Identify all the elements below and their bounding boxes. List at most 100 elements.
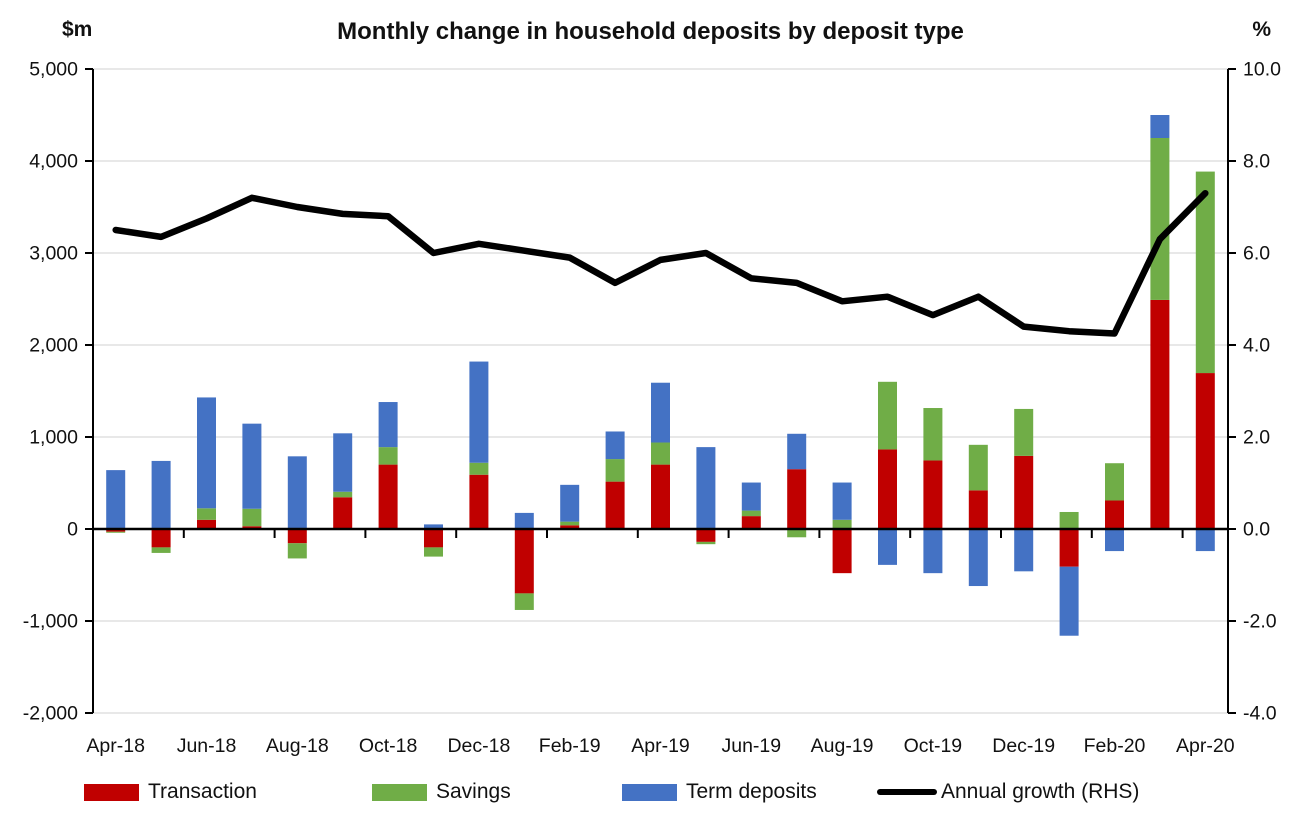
bar-segment — [741, 482, 761, 511]
bar-segment — [197, 397, 216, 509]
bar-segment — [878, 381, 897, 450]
x-axis-tick-label: Jun-18 — [177, 735, 237, 757]
bar-segment — [923, 529, 943, 574]
bar-segment — [696, 541, 716, 545]
bar-segment — [832, 519, 852, 529]
right-axis-tick-label: 0.0 — [1243, 519, 1270, 541]
savings-swatch-icon — [372, 783, 427, 801]
bar-segment — [1059, 566, 1079, 636]
legend-label-term-deposits: Term deposits — [686, 780, 817, 803]
x-axis-tick-label: Apr-19 — [631, 735, 690, 757]
bar-segment — [333, 497, 353, 529]
bar-segment — [1150, 115, 1170, 138]
bar-segment — [469, 361, 489, 463]
bar-segment — [1014, 455, 1034, 529]
x-axis-tick-label: Dec-18 — [447, 735, 510, 757]
bar-segment — [1059, 529, 1079, 567]
bar-segment — [106, 529, 126, 532]
bar-segment — [787, 469, 807, 529]
bar-segment — [1150, 299, 1170, 529]
bar-segment — [197, 508, 216, 520]
bar-segment — [1105, 463, 1124, 501]
bar-segment — [560, 484, 580, 522]
bar-segment — [878, 449, 897, 529]
x-axis-tick-label: Jun-19 — [721, 735, 781, 757]
left-axis-tick-label: 2,000 — [29, 335, 78, 357]
bar-segment — [333, 433, 353, 492]
bar-segment — [878, 529, 897, 565]
bar-segment — [469, 462, 489, 475]
bar-segment — [1105, 500, 1124, 529]
right-axis-tick-label: 2.0 — [1243, 427, 1270, 449]
bar-segment — [1014, 529, 1034, 572]
right-axis-unit-label: % — [1252, 18, 1271, 41]
bar-segment — [424, 524, 443, 529]
annual-growth-line — [112, 189, 1209, 337]
bar-segment — [832, 482, 852, 520]
bar-segment — [605, 459, 625, 482]
right-axis-tick-label: 4.0 — [1243, 335, 1270, 357]
left-axis-tick-label: 3,000 — [29, 243, 78, 265]
left-axis-tick-label: -1,000 — [23, 611, 78, 633]
bar-segment — [696, 529, 716, 542]
bar-segment — [424, 547, 443, 557]
bar-segment — [151, 460, 171, 529]
bar-segment — [378, 447, 398, 465]
bar-segment — [151, 547, 171, 553]
x-axis-tick-label: Oct-19 — [904, 735, 963, 757]
bar-segment — [469, 474, 489, 529]
bar-segment — [651, 382, 670, 443]
right-axis-tick-label: 10.0 — [1243, 59, 1281, 81]
annual-growth-line-icon — [877, 789, 937, 795]
bar-segment — [1014, 408, 1034, 456]
bar-segment — [1150, 138, 1170, 300]
x-axis-tick-label: Aug-19 — [811, 735, 874, 757]
right-axis-tick-label: -2.0 — [1243, 611, 1277, 633]
left-axis-unit-label: $m — [62, 18, 93, 41]
bar-segment — [424, 529, 443, 548]
x-axis-tick-label: Apr-18 — [86, 735, 145, 757]
bar-segment — [605, 431, 625, 460]
bar-segment — [651, 464, 670, 529]
left-axis-tick-label: 0 — [67, 519, 78, 541]
bar-segment — [968, 444, 988, 491]
bar-segment — [514, 529, 534, 594]
bar-segment — [832, 529, 852, 574]
bar-segment — [242, 508, 262, 527]
chart-title: Monthly change in household deposits by … — [337, 18, 964, 45]
x-axis-tick-label: Dec-19 — [992, 735, 1055, 757]
legend-label-savings: Savings — [436, 780, 511, 803]
bar-segment — [696, 447, 716, 529]
bar-segment — [741, 516, 761, 529]
x-axis-tick-label: Apr-20 — [1176, 735, 1235, 757]
legend-label-transaction: Transaction — [148, 780, 257, 803]
bar-segment — [378, 464, 398, 529]
bar-segment — [287, 529, 307, 544]
bar-segment — [605, 481, 625, 529]
right-axis-tick-label: 8.0 — [1243, 151, 1270, 173]
bar-segment — [151, 529, 171, 548]
bar-segment — [1195, 529, 1215, 552]
legend-item-savings: Savings — [372, 776, 511, 808]
bar-segment — [514, 593, 534, 610]
bar-segment — [378, 402, 398, 448]
bar-segment — [923, 460, 943, 529]
x-axis-tick-label: Oct-18 — [359, 735, 418, 757]
left-axis-tick-label: 1,000 — [29, 427, 78, 449]
bar-segment — [923, 408, 943, 461]
bar-segment — [242, 423, 262, 509]
right-axis-tick-label: 6.0 — [1243, 243, 1270, 265]
bar-segment — [651, 442, 670, 465]
bar-segment — [787, 433, 807, 470]
bar-segment — [242, 526, 262, 529]
bar-segment — [1195, 373, 1215, 529]
bar-segment — [968, 490, 988, 529]
x-axis-tick-label: Feb-19 — [539, 735, 601, 757]
bar-segment — [560, 521, 580, 526]
bar-segment — [787, 529, 807, 538]
legend-item-transaction: Transaction — [84, 776, 257, 808]
term-deposits-swatch-icon — [622, 783, 677, 801]
bar-segment — [197, 519, 216, 529]
